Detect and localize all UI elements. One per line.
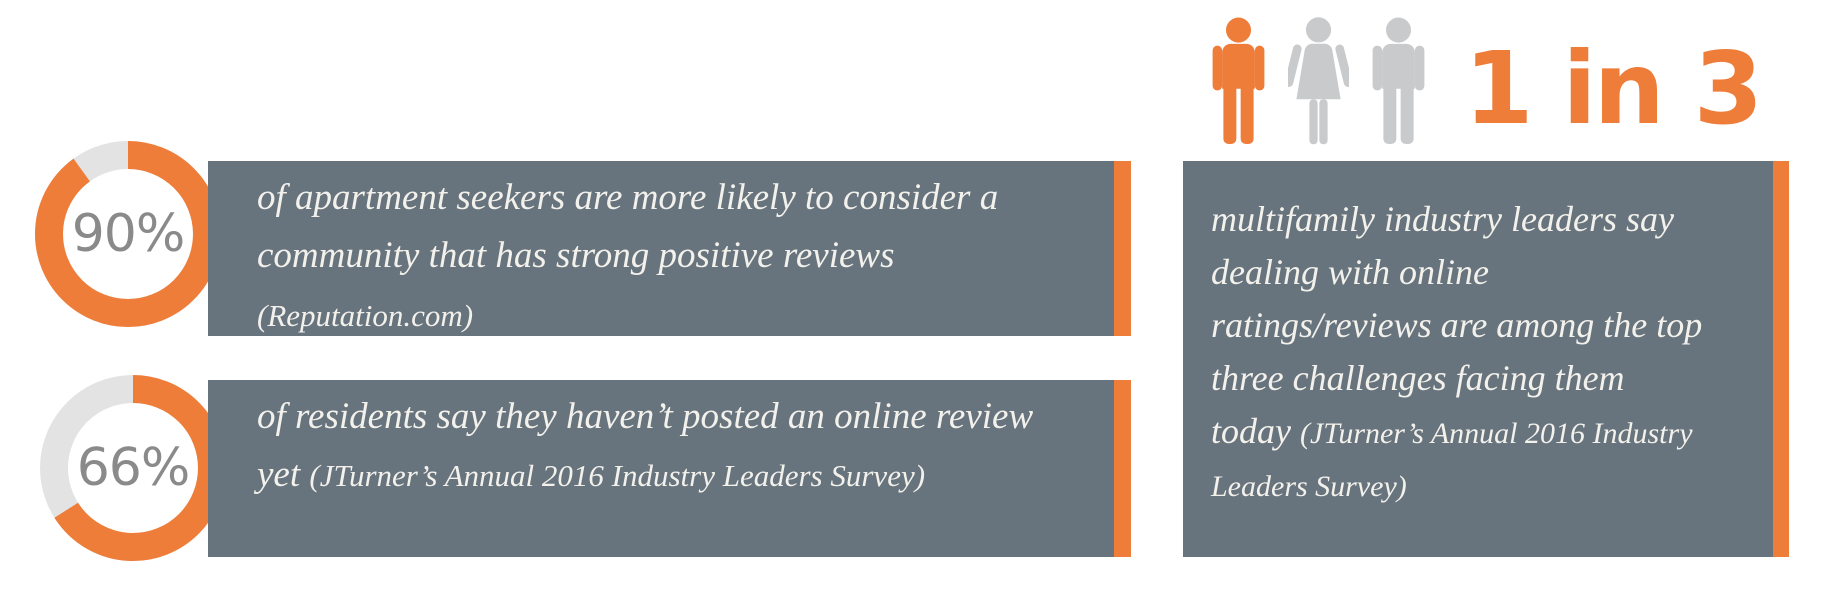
female-icon bbox=[1288, 17, 1349, 145]
male-icon bbox=[1212, 17, 1265, 145]
citation-text: (Reputation.com) bbox=[257, 297, 474, 333]
stat-text-90: of apartment seekers are more likely to … bbox=[208, 161, 1114, 344]
highlight-box: multifamily industry leaders say dealing… bbox=[1183, 161, 1789, 557]
citation-text: (JTurner’s Annual 2016 Industry Leaders … bbox=[309, 458, 926, 494]
accent-bar bbox=[1773, 161, 1789, 557]
people-icons-row bbox=[1210, 16, 1427, 146]
donut-label-66: 66% bbox=[76, 438, 191, 498]
accent-bar bbox=[1114, 161, 1131, 336]
donut-label-90: 90% bbox=[71, 204, 186, 264]
accent-bar bbox=[1114, 380, 1131, 557]
donut-chart-90: 90% bbox=[35, 141, 221, 327]
donut-ring-90 bbox=[35, 141, 221, 327]
stat-statement: of residents say they haven’t posted an … bbox=[257, 396, 1034, 496]
stat-box-66: of residents say they haven’t posted an … bbox=[208, 380, 1131, 557]
male-icon bbox=[1372, 17, 1425, 145]
highlight-text: multifamily industry leaders say dealing… bbox=[1183, 161, 1773, 510]
donut-chart-66: 66% bbox=[40, 375, 226, 561]
stat-text-66: of residents say they haven’t posted an … bbox=[208, 380, 1114, 505]
ratio-headline: 1 in 3 bbox=[1464, 30, 1763, 147]
citation-text: (JTurner’s Annual 2016 Industry Leaders … bbox=[1211, 416, 1693, 503]
stat-statement: multifamily industry leaders say dealing… bbox=[1211, 199, 1703, 451]
stat-statement: of apartment seekers are more likely to … bbox=[257, 177, 999, 277]
stat-box-90: of apartment seekers are more likely to … bbox=[208, 161, 1131, 336]
donut-arc bbox=[35, 141, 221, 327]
